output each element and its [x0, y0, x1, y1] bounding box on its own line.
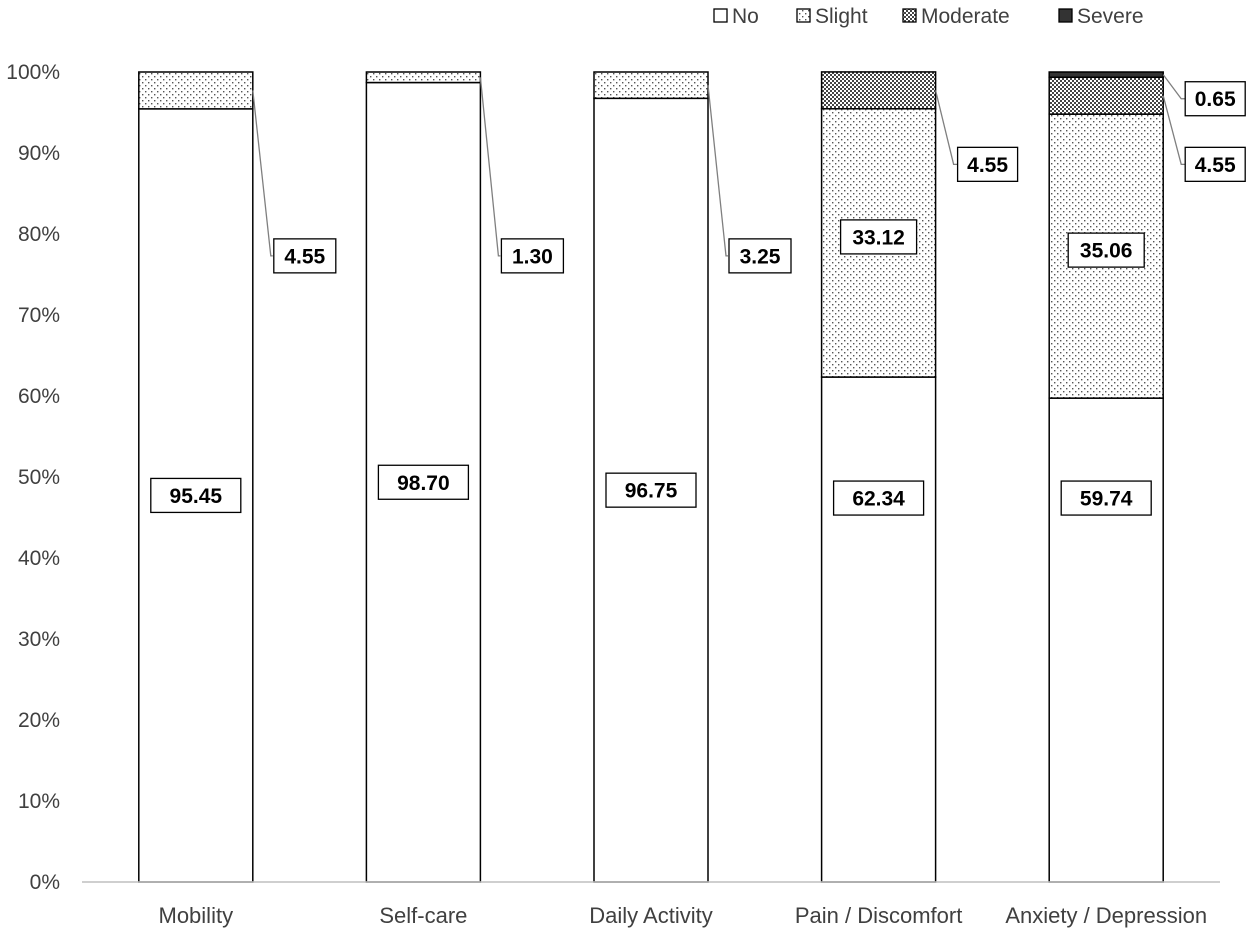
legend-item-moderate: Moderate [902, 5, 1010, 28]
y-tick-label: 100% [6, 61, 60, 84]
leader-line [934, 90, 959, 165]
bar-segment-no [1048, 397, 1164, 883]
data-label-box [832, 480, 925, 516]
y-tick-label: 20% [18, 709, 60, 732]
data-label-box [839, 219, 918, 255]
data-label-text: 0.65 [1195, 88, 1236, 111]
legend-swatch [1058, 8, 1073, 23]
legend-swatch [713, 8, 728, 23]
data-label-text: 98.70 [397, 472, 450, 495]
category-label: Self-care [379, 903, 467, 928]
data-label-text: 4.55 [284, 245, 325, 268]
data-label-box [500, 238, 565, 274]
data-label-box [1067, 232, 1145, 268]
data-label-box [956, 146, 1019, 182]
category-label: Daily Activity [589, 903, 712, 928]
data-label-box [150, 477, 242, 514]
legend-label: No [732, 5, 759, 28]
bar-segment-moderate [820, 71, 937, 110]
data-label-text: 95.45 [170, 485, 223, 508]
leader-line [1162, 74, 1187, 100]
data-label-box [1184, 146, 1246, 182]
data-label-text: 35.06 [1080, 240, 1133, 263]
data-label: 4.55 [956, 146, 1019, 182]
data-label-text: 4.55 [967, 154, 1008, 177]
data-label: 1.30 [500, 238, 565, 274]
y-tick-label: 0% [30, 871, 60, 894]
legend-label: Slight [815, 5, 868, 28]
legend-swatch [796, 8, 811, 23]
bar-segment-slight [138, 71, 254, 110]
data-label-text: 1.30 [512, 245, 553, 268]
data-label-text: 3.25 [740, 245, 781, 268]
leader-line [1162, 95, 1187, 165]
data-label: 98.70 [377, 464, 470, 500]
label-leaders [252, 74, 1187, 257]
data-label-box [273, 238, 337, 274]
bar-segment-severe [1048, 71, 1164, 79]
data-label-box [728, 238, 792, 274]
data-label: 0.65 [1184, 81, 1246, 117]
y-tick-label: 60% [18, 385, 60, 408]
data-label: 33.12 [839, 219, 918, 255]
data-label: 35.06 [1067, 232, 1145, 268]
category-label: Mobility [159, 903, 234, 928]
data-label-text: 62.34 [852, 488, 905, 511]
data-label-text: 33.12 [852, 226, 905, 249]
data-label: 4.55 [273, 238, 337, 274]
legend-item-severe: Severe [1058, 5, 1144, 28]
data-label-box [1060, 480, 1152, 516]
x-axis: Mobility Self-care Daily Activity Pain / Di… [82, 881, 1220, 928]
y-tick-label: 80% [18, 223, 60, 246]
legend-label: Severe [1077, 5, 1144, 28]
y-tick-label: 70% [18, 304, 60, 327]
data-label: 4.55 [1184, 146, 1246, 182]
legend-item-no: No [713, 5, 759, 28]
data-label: 3.25 [728, 238, 792, 274]
category-label: Pain / Discomfort [795, 903, 963, 928]
bar-segment-moderate [1048, 76, 1164, 115]
data-label-box [605, 472, 697, 508]
leader-line [479, 77, 501, 257]
category-label: Anxiety / Depression [1005, 903, 1207, 928]
data-label-box [377, 464, 470, 500]
y-tick-label: 50% [18, 466, 60, 489]
bar-segment-slight [593, 71, 709, 100]
data-label-text: 96.75 [625, 480, 678, 503]
bar-segment-slight [365, 71, 482, 84]
leader-line [707, 85, 728, 257]
data-label: 62.34 [832, 480, 925, 516]
data-label: 95.45 [150, 477, 242, 514]
data-label: 96.75 [605, 472, 697, 508]
y-tick-label: 10% [18, 790, 60, 813]
data-labels: 95.45 4.55 98.70 1.30 96.75 3.25 62.34 33.12 4.5… [150, 81, 1246, 516]
data-label-text: 59.74 [1080, 488, 1133, 511]
y-tick-label: 40% [18, 547, 60, 570]
legend: No Slight Moderate Severe [713, 5, 1144, 28]
legend-swatch [902, 8, 917, 23]
y-axis: 0% 10% 20% 30% 40% 50% 60% 70% 80% 90% 100% [6, 61, 60, 894]
bar-segment-no [820, 376, 937, 883]
leader-line [252, 90, 273, 257]
data-label-box [1184, 81, 1246, 117]
data-label: 59.74 [1060, 480, 1152, 516]
y-tick-label: 30% [18, 628, 60, 651]
data-label-text: 4.55 [1195, 154, 1236, 177]
y-tick-label: 90% [18, 142, 60, 165]
legend-label: Moderate [921, 5, 1010, 28]
legend-item-slight: Slight [796, 5, 868, 28]
